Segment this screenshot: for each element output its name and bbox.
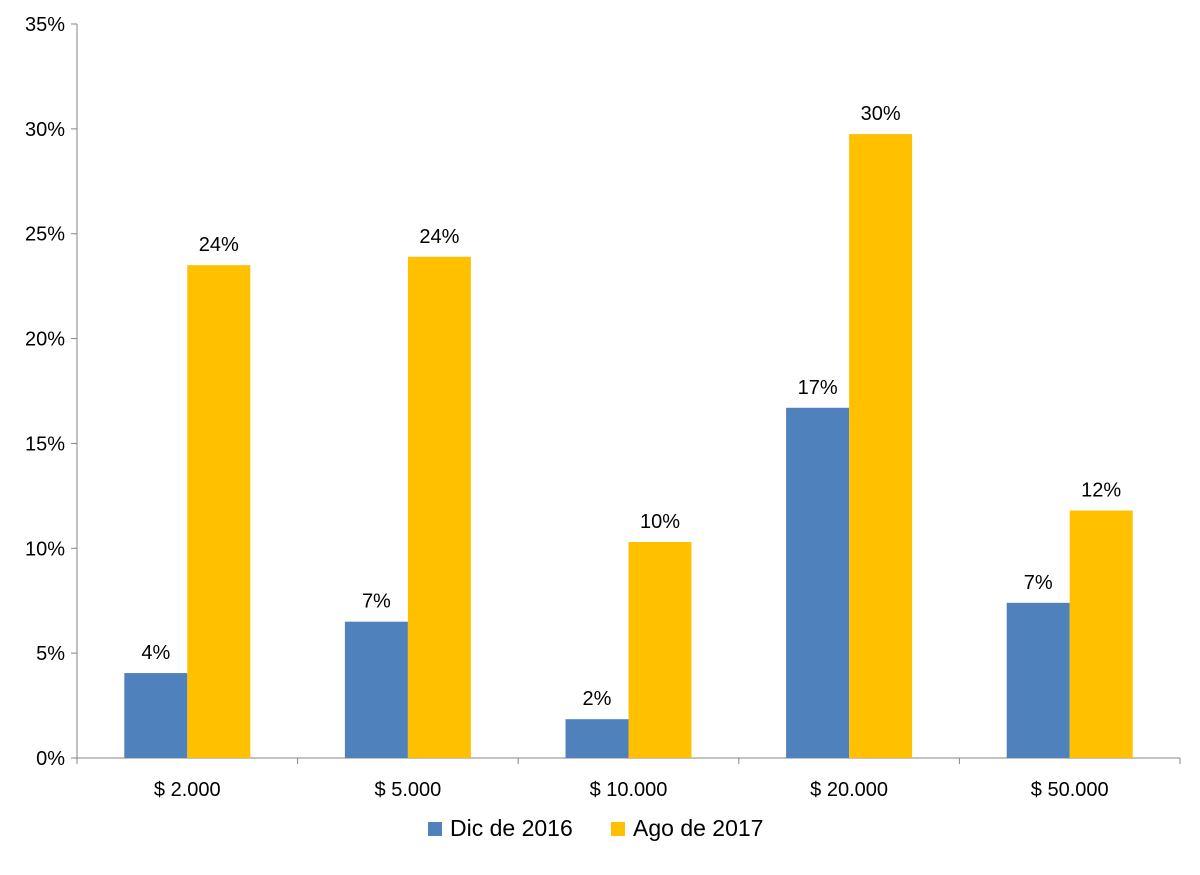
y-tick-label: 20%	[25, 329, 65, 351]
legend-swatch	[611, 822, 625, 836]
data-label: 2%	[583, 688, 612, 710]
y-tick-label: 15%	[25, 433, 65, 455]
x-tick-label: $ 10.000	[590, 779, 668, 801]
y-tick-label: 10%	[25, 538, 65, 560]
bar-dic-de-2016	[565, 719, 629, 758]
bar-dic-de-2016	[786, 407, 850, 758]
data-label: 7%	[362, 591, 391, 613]
data-label: 24%	[199, 234, 239, 256]
data-label: 24%	[419, 226, 459, 248]
y-tick-label: 25%	[25, 224, 65, 246]
data-label: 17%	[798, 377, 838, 399]
data-label: 7%	[1024, 572, 1053, 594]
data-label: 4%	[141, 642, 170, 664]
x-tick-label: $ 20.000	[810, 779, 888, 801]
data-label: 12%	[1081, 480, 1121, 502]
y-tick-label: 35%	[25, 14, 65, 36]
bar-dic-de-2016	[344, 621, 408, 758]
y-tick-label: 0%	[36, 748, 65, 770]
bar-ago-de-2017	[187, 265, 251, 758]
x-tick-label: $ 50.000	[1031, 779, 1109, 801]
data-label: 10%	[640, 511, 680, 533]
x-tick-label: $ 2.000	[154, 779, 221, 801]
legend-label: Dic de 2016	[450, 815, 573, 841]
y-tick-label: 30%	[25, 119, 65, 141]
legend-label: Ago de 2017	[633, 815, 763, 841]
x-tick-label: $ 5.000	[375, 779, 442, 801]
data-label: 30%	[861, 103, 901, 125]
bar-dic-de-2016	[124, 673, 188, 758]
bar-ago-de-2017	[628, 541, 692, 758]
y-tick-label: 5%	[36, 643, 65, 665]
legend-swatch	[428, 822, 442, 836]
bar-ago-de-2017	[849, 134, 913, 759]
bar-ago-de-2017	[407, 256, 471, 758]
bar-dic-de-2016	[1006, 602, 1070, 758]
bar-ago-de-2017	[1069, 510, 1133, 758]
